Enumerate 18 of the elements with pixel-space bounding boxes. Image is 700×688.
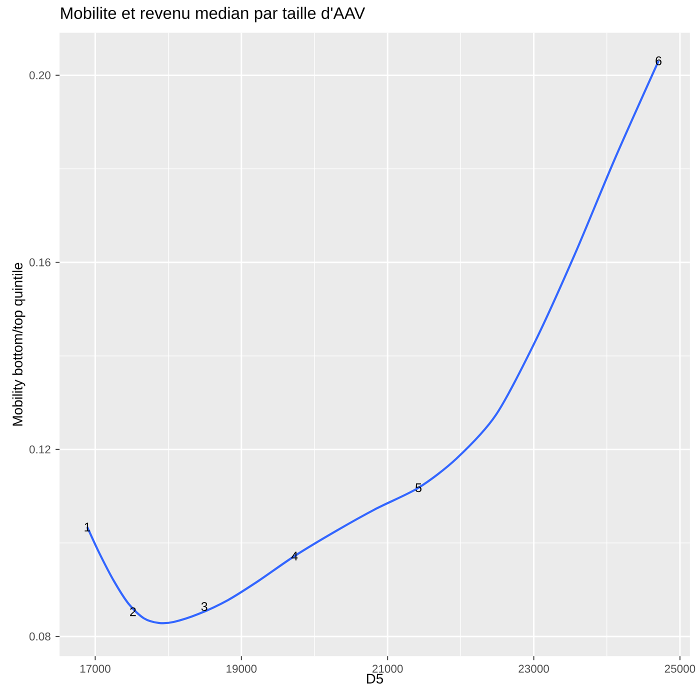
- y-tick-label: 0.12: [29, 445, 50, 454]
- annotation: 2: [130, 607, 136, 616]
- annotation: 3: [201, 602, 208, 612]
- x-tick-label: 19000: [226, 664, 257, 673]
- annotation: 4: [291, 552, 298, 560]
- x-tick-label: 21000: [372, 664, 403, 673]
- x-tick-label: 17000: [80, 664, 110, 673]
- x-tick-label: 25000: [664, 664, 696, 673]
- y-tick-label: 0.08: [29, 632, 50, 640]
- annotation: 5: [416, 483, 422, 492]
- y-axis-title: Mobility bottom/top quintile: [12, 262, 26, 426]
- annotation: 6: [656, 56, 662, 66]
- annotation: 1: [84, 522, 90, 532]
- x-axis-title: D5: [366, 674, 384, 684]
- y-tick-label: 0.16: [29, 258, 50, 266]
- x-tick-label: 23000: [518, 664, 549, 673]
- chart-title: Mobilite et revenu median par taille d'AAV: [61, 6, 366, 22]
- y-tick-label: 0.20: [29, 71, 50, 80]
